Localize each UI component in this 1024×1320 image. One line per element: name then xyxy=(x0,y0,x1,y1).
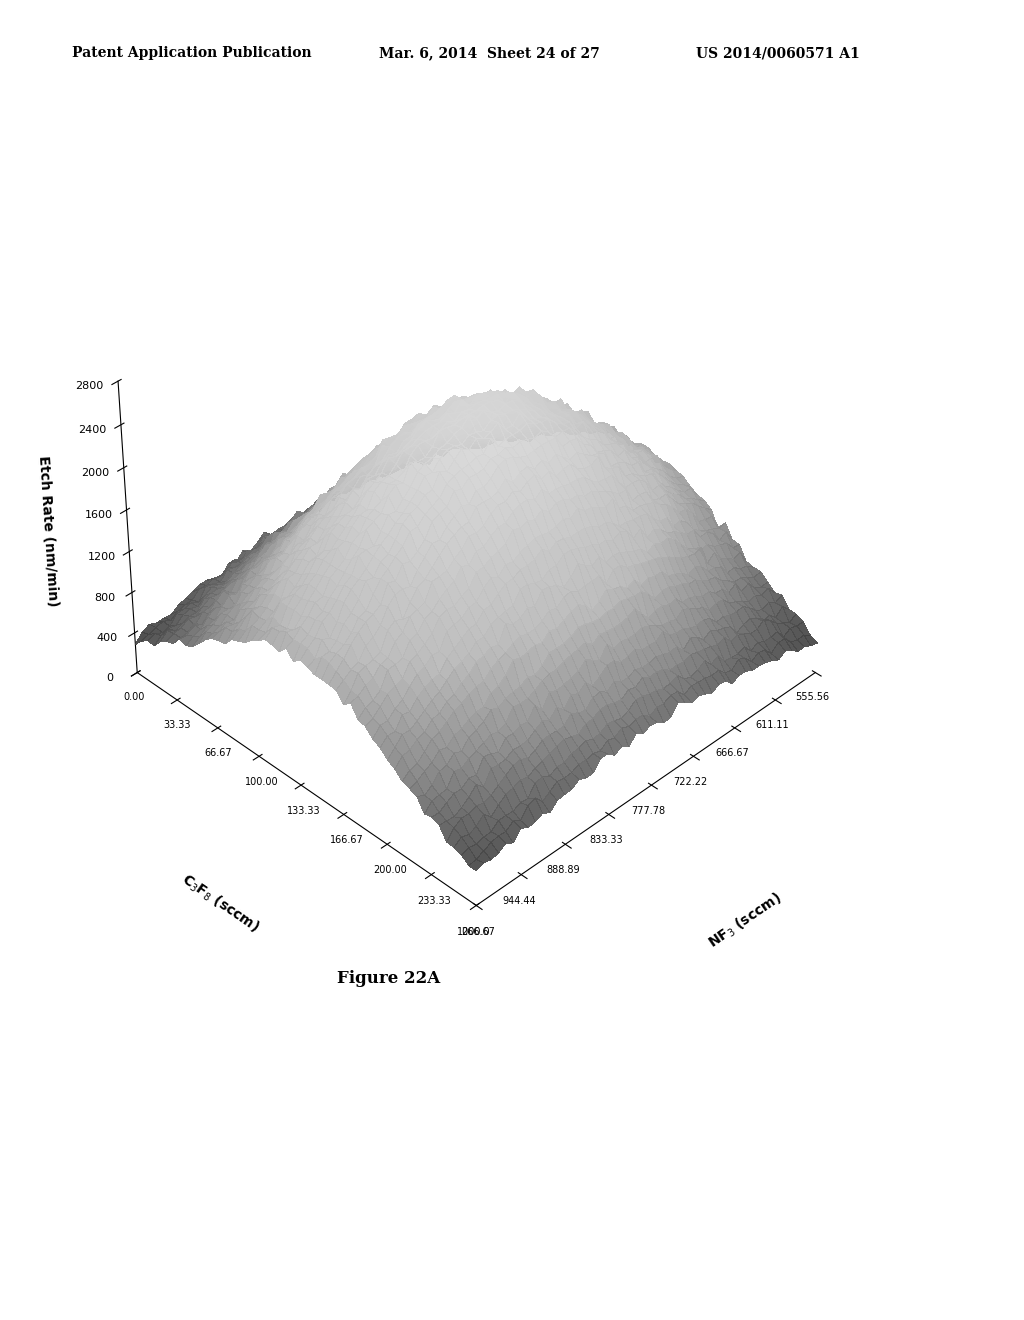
Text: US 2014/0060571 A1: US 2014/0060571 A1 xyxy=(696,46,860,61)
Text: Patent Application Publication: Patent Application Publication xyxy=(72,46,311,61)
Text: Figure 22A: Figure 22A xyxy=(338,970,440,987)
Y-axis label: C$_3$F$_8$ (sccm): C$_3$F$_8$ (sccm) xyxy=(177,870,262,936)
X-axis label: NF$_3$ (sccm): NF$_3$ (sccm) xyxy=(705,890,785,952)
Text: Mar. 6, 2014  Sheet 24 of 27: Mar. 6, 2014 Sheet 24 of 27 xyxy=(379,46,600,61)
